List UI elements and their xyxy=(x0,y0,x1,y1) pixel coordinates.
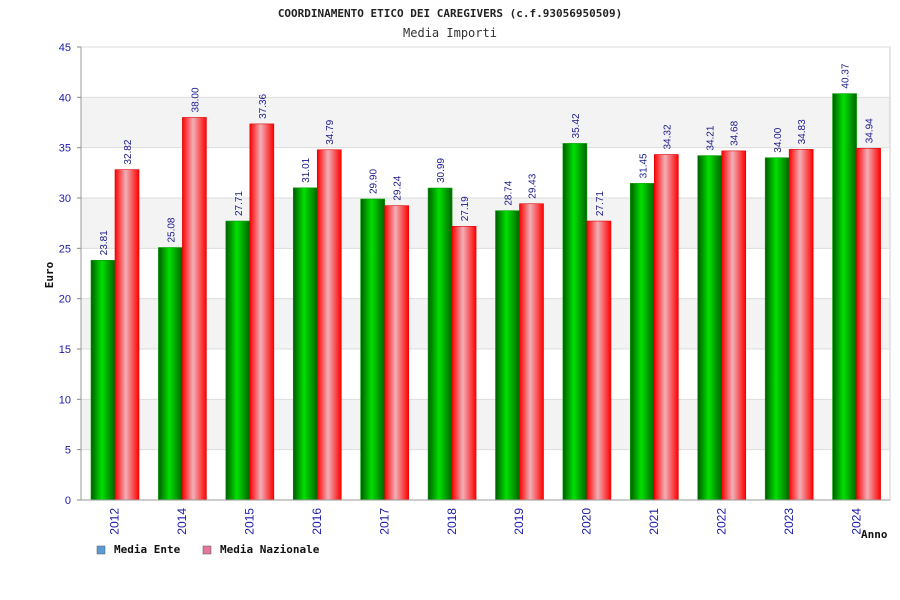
bar-media-nazionale xyxy=(586,220,612,501)
bar-media-ente xyxy=(225,220,251,501)
value-labels: 23.81 32.82 25.08 38.00 27.71 37.36 31.01 34.79… xyxy=(99,63,876,255)
legend-swatch-media-ente xyxy=(96,545,106,555)
bar-media-nazionale xyxy=(316,149,342,501)
value-label: 40.37 xyxy=(841,63,852,88)
value-label: 23.81 xyxy=(99,230,110,255)
plot-band xyxy=(81,97,890,148)
y-tick-label: 20 xyxy=(59,294,71,306)
x-tick-label: 2022 xyxy=(714,508,728,535)
value-label: 27.71 xyxy=(595,191,606,216)
bar-media-ente xyxy=(495,210,520,501)
value-label: 34.94 xyxy=(865,118,876,143)
y-tick-label: 15 xyxy=(59,344,71,356)
value-label: 34.32 xyxy=(662,124,673,149)
bar-media-ente xyxy=(630,183,655,501)
value-label: 27.19 xyxy=(460,196,471,221)
value-label: 28.74 xyxy=(504,180,515,205)
legend: Media Ente Media Nazionale xyxy=(96,543,320,556)
x-tick-label: 2017 xyxy=(377,508,391,535)
value-label: 34.68 xyxy=(730,120,741,145)
bar-media-ente xyxy=(832,93,857,501)
bar-media-nazionale xyxy=(721,150,747,501)
y-tick-label: 25 xyxy=(59,243,71,255)
value-label: 30.99 xyxy=(436,158,447,183)
bar-media-ente xyxy=(427,187,453,501)
x-tick-label: 2024 xyxy=(849,508,863,535)
bar-media-ente xyxy=(697,155,723,501)
value-label: 32.82 xyxy=(123,139,134,164)
y-tick-label: 10 xyxy=(59,394,71,406)
y-tick-label: 40 xyxy=(59,92,71,104)
legend-label-media-ente: Media Ente xyxy=(114,543,181,556)
x-axis-ticks: 2012 2014 2015 2016 2017 2018 2019 2020 2021 2022… xyxy=(108,508,864,535)
value-label: 34.00 xyxy=(773,127,784,152)
bar-media-nazionale xyxy=(519,203,544,501)
value-label: 25.08 xyxy=(166,217,177,242)
x-tick-label: 2021 xyxy=(647,508,661,535)
chart-subtitle: Media Importi xyxy=(403,26,497,40)
x-tick-label: 2019 xyxy=(512,508,526,535)
bar-media-ente xyxy=(292,187,318,501)
y-tick-label: 0 xyxy=(65,495,71,507)
plot-band xyxy=(81,248,890,299)
y-tick-label: 45 xyxy=(59,42,71,54)
bar-media-nazionale xyxy=(384,205,409,501)
value-label: 34.21 xyxy=(706,125,717,150)
bar-media-nazionale xyxy=(249,123,275,501)
value-label: 37.36 xyxy=(258,93,269,118)
y-tick-label: 35 xyxy=(59,143,71,155)
bar-media-nazionale xyxy=(654,154,679,501)
plot-band xyxy=(81,147,890,198)
value-label: 29.24 xyxy=(393,175,404,200)
value-label: 29.90 xyxy=(369,169,380,194)
y-axis-ticks: 0 5 10 15 20 25 30 35 40 45 xyxy=(59,42,890,507)
plot-band xyxy=(81,47,890,98)
plot-band xyxy=(81,349,890,400)
x-tick-label: 2018 xyxy=(445,508,459,535)
value-label: 29.43 xyxy=(528,173,539,198)
y-tick-label: 30 xyxy=(59,193,71,205)
legend-swatch-media-nazionale xyxy=(202,545,212,555)
chart-title: COORDINAMENTO ETICO DEI CAREGIVERS (c.f.… xyxy=(278,7,622,20)
bar-media-nazionale xyxy=(182,117,207,501)
x-tick-label: 2023 xyxy=(782,508,796,535)
value-label: 34.83 xyxy=(797,119,808,144)
value-label: 38.00 xyxy=(190,87,201,112)
bar-media-ente xyxy=(562,143,588,501)
bar-media-nazionale xyxy=(856,147,881,501)
x-tick-label: 2016 xyxy=(310,508,324,535)
x-tick-label: 2012 xyxy=(108,508,122,535)
x-axis-title: Anno xyxy=(861,528,888,541)
x-tick-label: 2020 xyxy=(580,508,594,535)
bar-media-ente xyxy=(764,157,790,501)
plot-band xyxy=(81,449,890,500)
bar-media-ente xyxy=(158,247,183,501)
bar-media-ente xyxy=(360,198,385,501)
plot-band xyxy=(81,198,890,249)
plot-band xyxy=(81,399,890,450)
value-label: 31.01 xyxy=(301,157,312,182)
plot-band xyxy=(81,298,890,349)
value-label: 35.42 xyxy=(571,113,582,138)
x-tick-label: 2014 xyxy=(175,508,189,535)
bar-media-nazionale xyxy=(788,149,814,501)
value-label: 34.79 xyxy=(325,119,336,144)
y-tick-label: 5 xyxy=(65,445,71,457)
legend-label-media-nazionale: Media Nazionale xyxy=(220,543,320,556)
plot-background xyxy=(80,46,891,501)
bar-media-nazionale xyxy=(114,169,140,501)
value-label: 27.71 xyxy=(234,191,245,216)
y-axis-title: Euro xyxy=(43,261,56,288)
bar-media-nazionale xyxy=(451,225,477,501)
bar-media-ente xyxy=(90,260,116,501)
x-tick-label: 2015 xyxy=(243,508,257,535)
value-label: 31.45 xyxy=(638,153,649,178)
